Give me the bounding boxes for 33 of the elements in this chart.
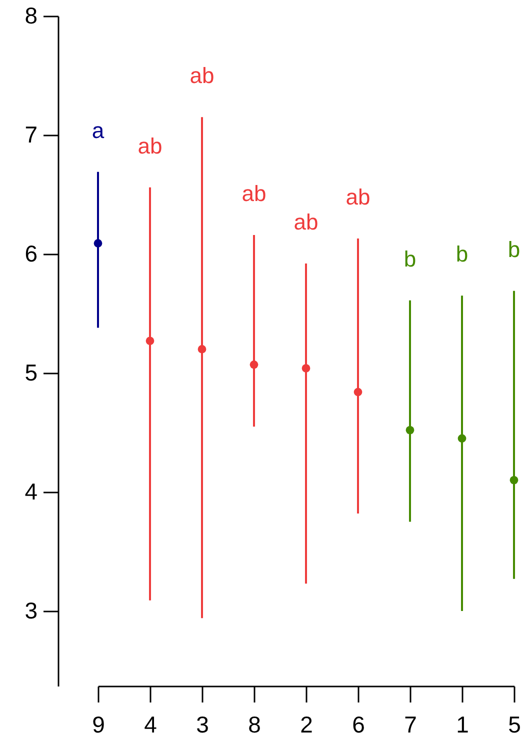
y-tick-label: 4 — [24, 478, 38, 505]
annotation: b — [508, 236, 520, 262]
annotation: a — [92, 118, 105, 143]
annotation: b — [404, 246, 416, 272]
x-tick-label: 5 — [508, 712, 521, 738]
annotation: b — [456, 242, 468, 267]
point — [302, 364, 310, 372]
x-tick-label: 7 — [404, 712, 417, 738]
annotation: ab — [138, 133, 162, 158]
y-tick-label: 5 — [24, 360, 38, 386]
annotation: ab — [190, 63, 214, 88]
annotation: ab — [346, 184, 370, 210]
point — [198, 345, 206, 354]
point — [94, 239, 102, 248]
annotation: ab — [242, 180, 266, 206]
x-tick-label: 1 — [456, 712, 469, 738]
y-tick-label: 3 — [24, 598, 38, 624]
point — [458, 434, 466, 443]
x-tick-label: 3 — [196, 712, 209, 738]
x-tick-label: 8 — [248, 712, 261, 738]
point — [354, 388, 362, 396]
x-tick-label: 2 — [300, 712, 313, 738]
x-tick-label: 6 — [352, 712, 365, 738]
annotation: ab — [294, 210, 318, 235]
y-tick-label: 7 — [24, 122, 38, 148]
point — [146, 336, 154, 346]
y-tick-label: 8 — [24, 2, 38, 28]
y-tick-label: 6 — [24, 240, 38, 267]
x-tick-label: 4 — [144, 712, 158, 738]
point — [250, 360, 258, 369]
point — [406, 426, 414, 434]
x-tick-label: 9 — [92, 712, 105, 738]
point — [510, 476, 518, 484]
